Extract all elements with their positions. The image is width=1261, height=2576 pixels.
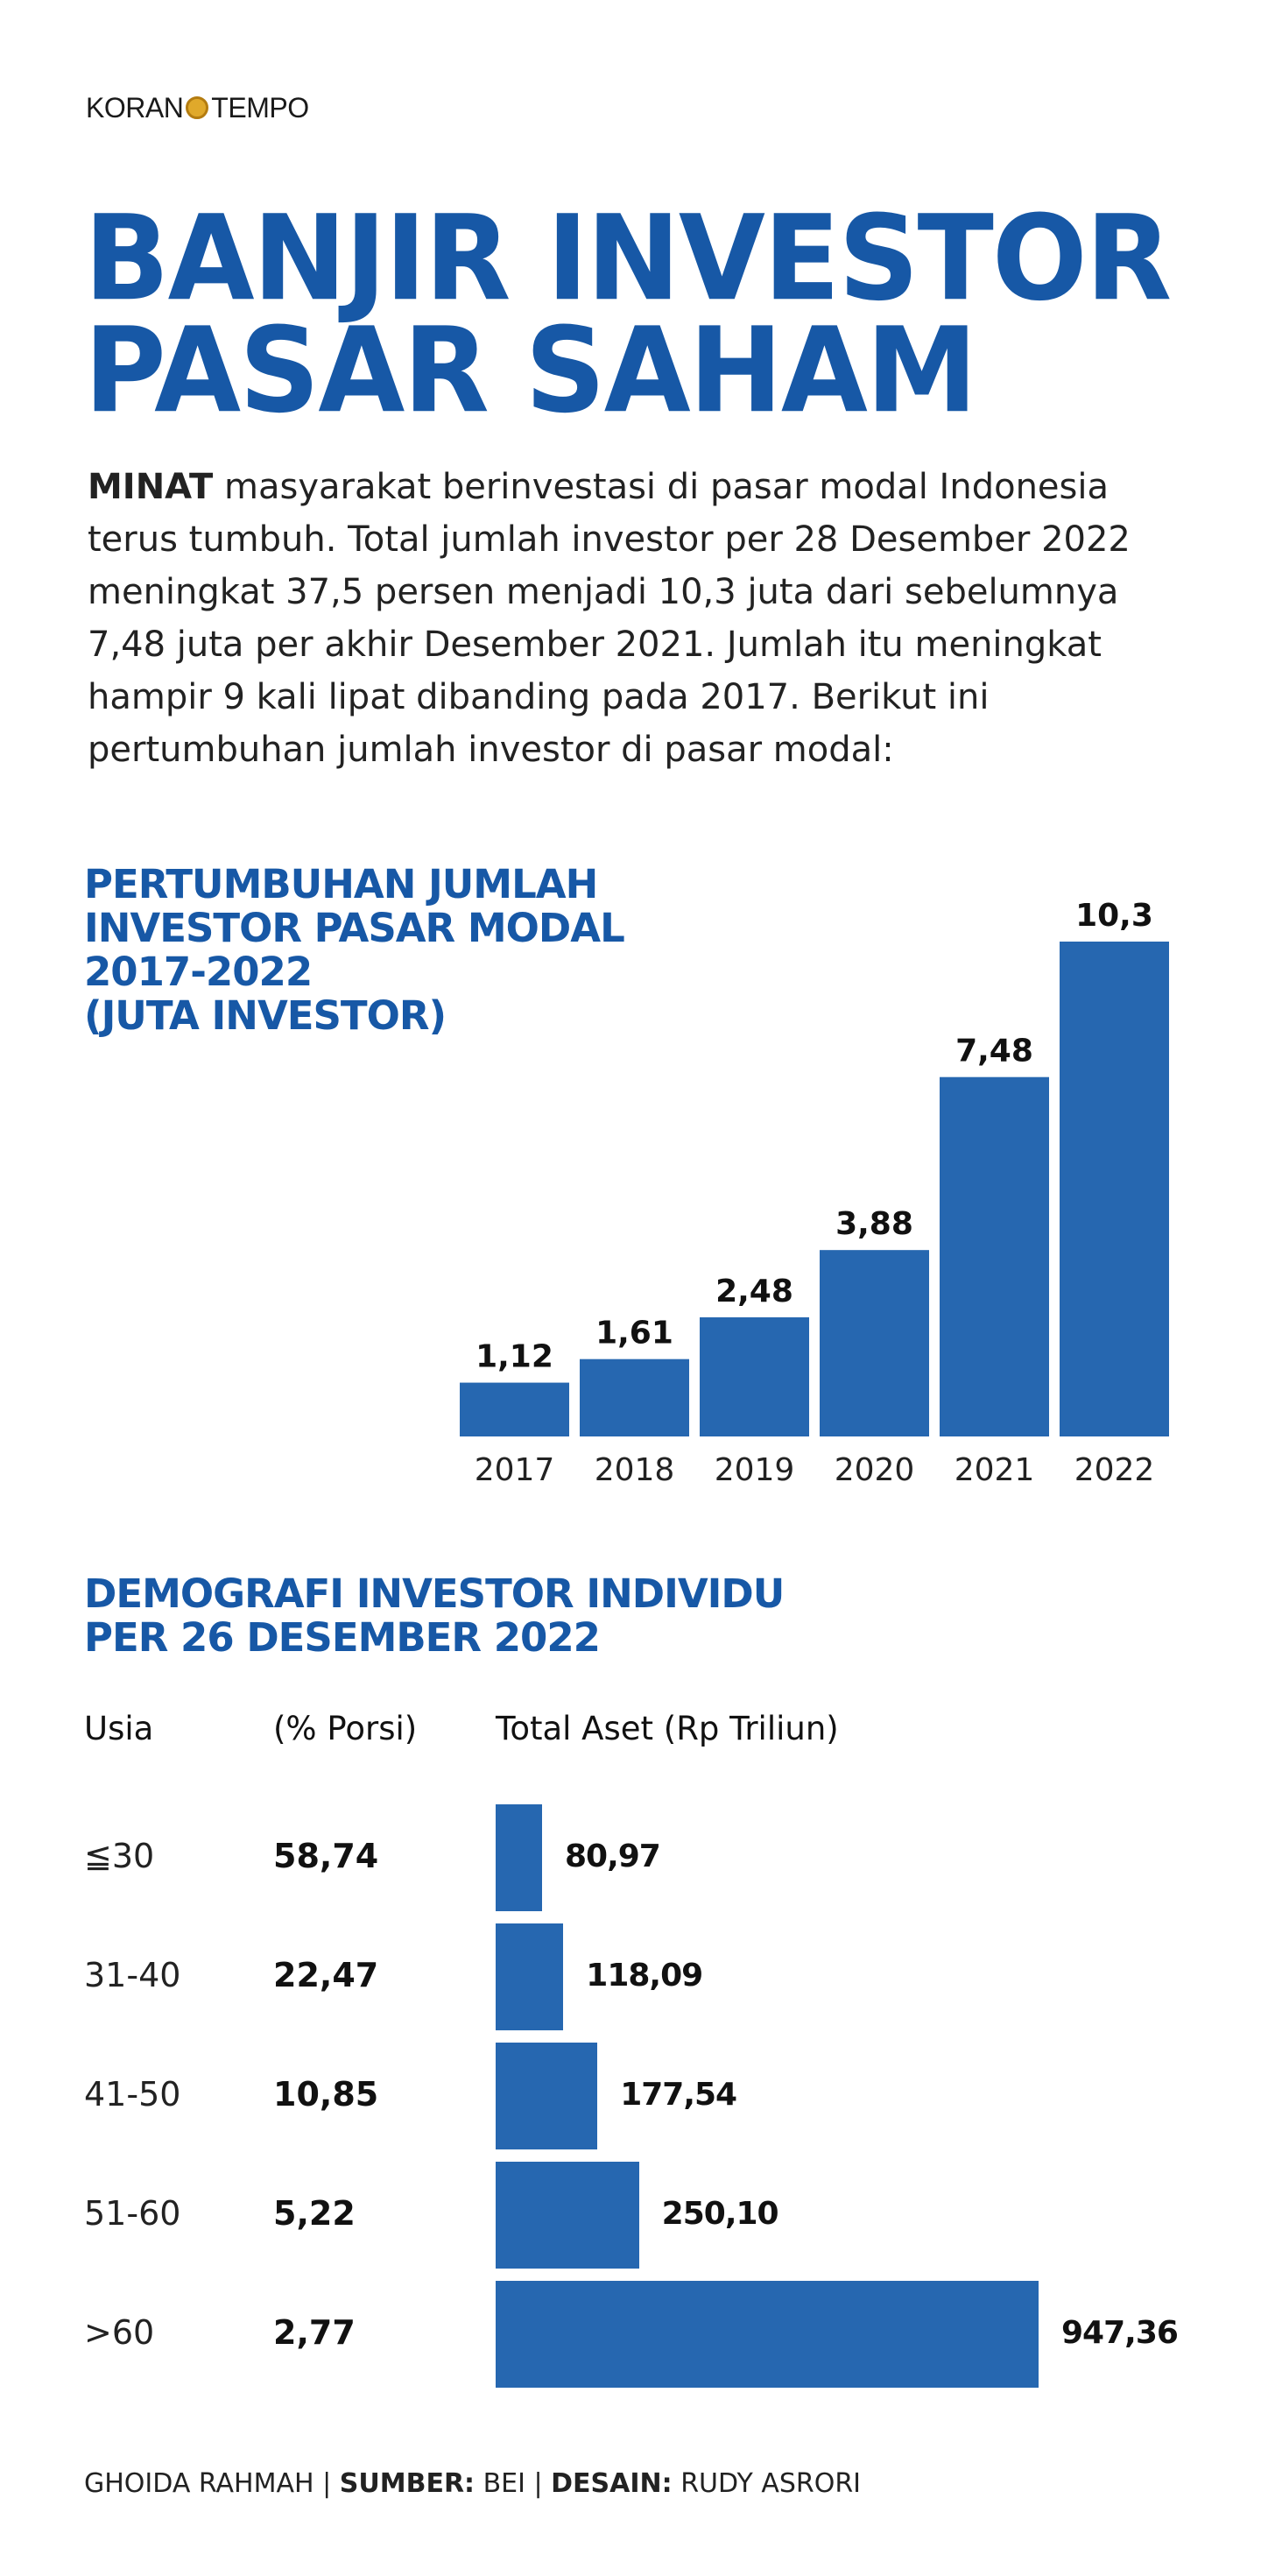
credits-design-label: DESAIN: — [551, 2468, 673, 2499]
credits-author: GHOIDA RAHMAH | — [84, 2468, 340, 2499]
investor-growth-chart: 1,12 2017 1,61 2018 2,48 2019 3,88 2020 7,48 2021… — [460, 898, 1169, 1488]
column-header-age: Usia — [84, 1710, 154, 1747]
bar-value-label: 1,61 — [595, 1316, 673, 1352]
x-tick-label: 2022 — [1074, 1452, 1155, 1488]
age-label: 41-50 — [84, 2075, 181, 2114]
asset-value-label: 947,36 — [1061, 2315, 1179, 2351]
credits-designer: RUDY ASRORI — [672, 2468, 862, 2499]
seal-icon — [186, 96, 209, 119]
intro-lead: MINAT — [88, 467, 214, 507]
logo-text-right: TEMPO — [211, 91, 309, 124]
chart-title-line-3: 2017-2022 — [84, 949, 313, 995]
x-tick-label: 2019 — [715, 1452, 795, 1488]
credits-source-label: SUMBER: — [339, 2468, 476, 2499]
portion-value: 2,77 — [273, 2313, 356, 2352]
x-tick-label: 2018 — [595, 1452, 675, 1488]
page-title: BANJIR INVESTOR PASAR SAHAM — [84, 190, 1222, 440]
asset-value-label: 250,10 — [661, 2196, 779, 2232]
age-label: 51-60 — [84, 2194, 181, 2233]
column-header-portion: (% Porsi) — [273, 1710, 418, 1747]
bar-2017 — [460, 1382, 569, 1436]
asset-bar — [496, 2043, 598, 2149]
portion-value: 10,85 — [273, 2075, 379, 2114]
bar-value-label: 10,3 — [1075, 898, 1153, 934]
asset-bar — [496, 1923, 564, 2030]
bar-2018 — [580, 1359, 689, 1436]
asset-bar — [496, 1804, 542, 1911]
asset-bar — [496, 2281, 1039, 2388]
asset-value-label: 177,54 — [620, 2077, 737, 2113]
asset-bar — [496, 2162, 639, 2269]
bar-2022 — [1060, 942, 1169, 1436]
bar-2019 — [700, 1316, 809, 1436]
x-tick-label: 2021 — [955, 1452, 1035, 1488]
asset-value-label: 118,09 — [586, 1958, 703, 1994]
asset-value-label: 80,97 — [564, 1838, 661, 1874]
chart-title-line-4: (JUTA INVESTOR) — [84, 992, 447, 1039]
chart-title: PERTUMBUHAN JUMLAH INVESTOR PASAR MODAL … — [84, 863, 715, 1038]
credits-source: BEI | — [475, 2468, 552, 2499]
bar-value-label: 1,12 — [476, 1339, 553, 1375]
x-tick-label: 2017 — [475, 1452, 555, 1488]
portion-value: 58,74 — [273, 1837, 379, 1875]
chart-title-line-2: INVESTOR PASAR MODAL — [84, 905, 625, 951]
page-title-line-1: BANJIR INVESTOR — [84, 190, 1172, 328]
portion-value: 5,22 — [273, 2194, 356, 2233]
demography-title: DEMOGRAFI INVESTOR INDIVIDU PER 26 DESEM… — [84, 1572, 1047, 1660]
logo: KORAN TEMPO — [86, 90, 309, 125]
column-header-assets: Total Aset (Rp Triliun) — [496, 1710, 839, 1747]
age-label: ≦30 — [84, 1837, 155, 1875]
portion-value: 22,47 — [273, 1956, 379, 1994]
bar-value-label: 7,48 — [955, 1034, 1033, 1069]
age-label: >60 — [84, 2313, 155, 2352]
demography-title-line-2: PER 26 DESEMBER 2022 — [84, 1614, 601, 1661]
logo-text-left: KORAN — [86, 91, 184, 124]
bar-2021 — [940, 1076, 1049, 1436]
bar-value-label: 2,48 — [715, 1274, 793, 1309]
demography-title-line-1: DEMOGRAFI INVESTOR INDIVIDU — [84, 1570, 785, 1617]
chart-title-line-1: PERTUMBUHAN JUMLAH — [84, 861, 598, 907]
x-tick-label: 2020 — [835, 1452, 915, 1488]
intro-paragraph: MINAT masyarakat berinvestasi di pasar m… — [88, 461, 1191, 776]
bar-2020 — [820, 1250, 929, 1436]
age-label: 31-40 — [84, 1956, 181, 1994]
bar-value-label: 3,88 — [835, 1206, 913, 1242]
intro-text: masyarakat berinvestasi di pasar modal I… — [88, 467, 1131, 770]
credits-footer: GHOIDA RAHMAH | SUMBER: BEI | DESAIN: RU… — [84, 2468, 861, 2499]
page-title-line-2: PASAR SAHAM — [84, 302, 977, 440]
